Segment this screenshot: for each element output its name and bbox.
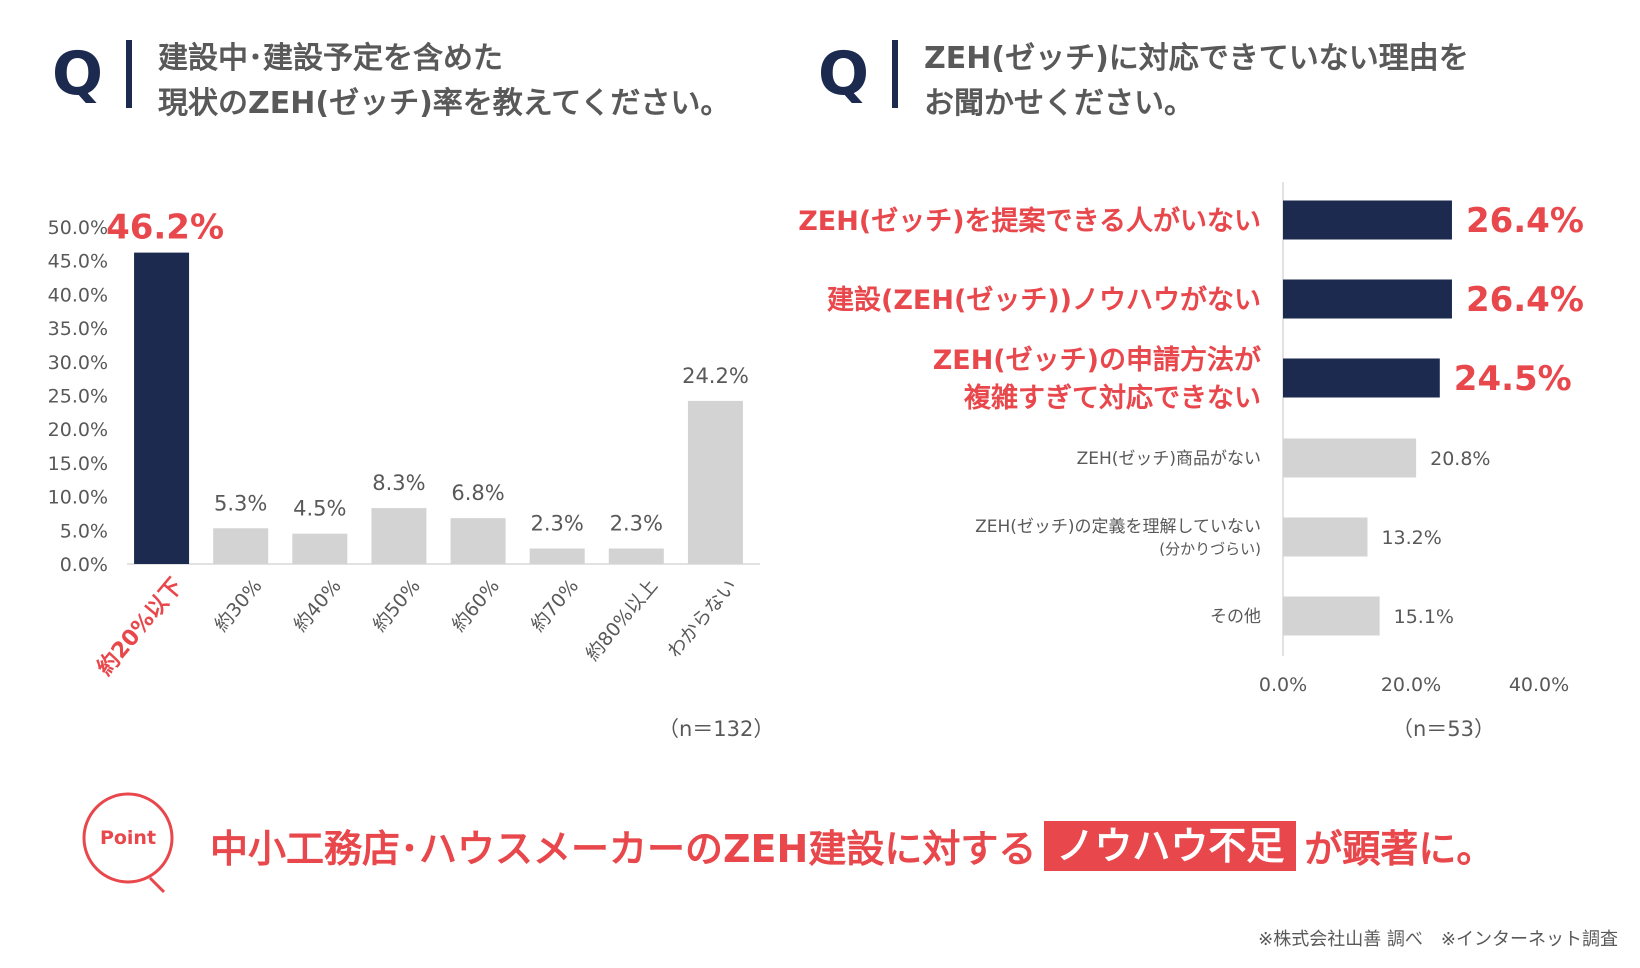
right-question-text: ZEH(ゼッチ)に対応できていない理由を お聞かせください。 — [924, 41, 1469, 121]
category-label: ZEH(ゼッチ)の定義を理解していない — [975, 517, 1261, 537]
data-label: 24.2% — [682, 364, 749, 388]
bar — [1283, 358, 1440, 398]
right-sample-size: （n＝53） — [1392, 717, 1496, 741]
bar — [1283, 596, 1380, 636]
conclusion-before: 中小工務店･ハウスメーカーのZEH建設に対する — [210, 827, 1037, 871]
source-note: ※株式会社山善 調べ ※インターネット調査 — [1258, 929, 1618, 950]
x-tick-label: 約70% — [527, 575, 583, 636]
bar — [213, 528, 269, 564]
data-label: 20.8% — [1430, 448, 1490, 470]
data-label: 15.1% — [1394, 606, 1454, 628]
data-label-highlight: 26.4% — [1466, 201, 1584, 241]
bar — [371, 508, 427, 564]
q-divider — [126, 40, 132, 108]
category-label: ZEH(ゼッチ)商品がない — [1077, 449, 1261, 469]
left-sample-size: （n＝132） — [658, 717, 775, 741]
data-label-highlight: 46.2% — [106, 208, 224, 248]
category-label-highlight: 複雑すぎて対応できない — [964, 382, 1261, 414]
bar — [134, 252, 190, 564]
x-tick-label: 約80%以上 — [582, 575, 663, 665]
y-tick-label: 0.0% — [60, 554, 108, 576]
bar — [1283, 517, 1368, 557]
left-question: Q 建設中･建設予定を含めた 現状のZEH(ゼッチ)率を教えてください。 — [52, 36, 730, 126]
data-label: 13.2% — [1381, 527, 1441, 549]
x-tick-label-highlight: 約20%以下 — [92, 573, 188, 681]
y-tick-label: 45.0% — [48, 251, 108, 273]
reasons-bar-chart: 26.4% ZEH(ゼッチ)を提案できる人がいない 26.4% 建設(ZEH(ゼッチ)… — [798, 182, 1584, 696]
data-label: 4.5% — [293, 497, 346, 521]
q-mark: Q — [818, 39, 870, 109]
bar — [292, 533, 348, 564]
y-tick-label: 15.0% — [48, 453, 108, 475]
conclusion-text: 中小工務店･ハウスメーカーのZEH建設に対する ノウハウ不足 が顕著に。 — [210, 818, 1494, 873]
data-label-highlight: 26.4% — [1466, 280, 1584, 320]
y-tick-label: 50.0% — [48, 217, 108, 239]
y-tick-label: 30.0% — [48, 352, 108, 374]
x-tick-label: 約30% — [210, 575, 266, 636]
bar — [608, 548, 664, 564]
data-label: 8.3% — [372, 471, 425, 495]
x-tick-label: 40.0% — [1509, 674, 1569, 696]
x-tick-label: 約50% — [369, 575, 425, 636]
x-tick-label: 約40% — [289, 575, 345, 636]
category-label-highlight: ZEH(ゼッチ)を提案できる人がいない — [798, 205, 1261, 237]
x-tick-label: わからない — [663, 575, 741, 662]
data-label: 2.3% — [531, 511, 584, 535]
bar — [529, 548, 585, 564]
conclusion-after: が顕著に。 — [1304, 827, 1495, 871]
q-divider — [892, 40, 898, 108]
bar — [1283, 438, 1417, 478]
right-question: Q ZEH(ゼッチ)に対応できていない理由を お聞かせください。 — [818, 36, 1469, 126]
data-label: 2.3% — [610, 511, 663, 535]
q-mark: Q — [52, 39, 104, 109]
conclusion-highlight: ノウハウ不足 — [1044, 820, 1297, 871]
category-label: (分かりづらい) — [1159, 540, 1261, 558]
left-question-text: 建設中･建設予定を含めた 現状のZEH(ゼッチ)率を教えてください。 — [158, 41, 731, 121]
category-label-highlight: 建設(ZEH(ゼッチ))ノウハウがない — [827, 284, 1261, 316]
x-tick-label: 20.0% — [1381, 674, 1441, 696]
y-tick-label: 40.0% — [48, 284, 108, 306]
y-tick-label: 5.0% — [60, 520, 108, 542]
point-label: Point — [99, 827, 157, 849]
category-label-highlight: ZEH(ゼッチ)の申請方法が — [933, 344, 1261, 376]
y-tick-label: 20.0% — [48, 419, 108, 441]
data-label: 6.8% — [451, 481, 504, 505]
category-label: その他 — [1210, 607, 1261, 627]
bar — [1283, 279, 1452, 319]
bar — [450, 518, 506, 564]
data-label-highlight: 24.5% — [1454, 359, 1572, 399]
x-tick-label: 0.0% — [1259, 674, 1307, 696]
zeh-rate-bar-chart: 0.0% 5.0% 10.0% 15.0% 20.0% 25.0% 30.0% 35.0% 40… — [48, 208, 760, 681]
y-tick-label: 25.0% — [48, 386, 108, 408]
y-tick-label: 10.0% — [48, 487, 108, 509]
bar — [1283, 200, 1452, 240]
bar — [687, 400, 743, 564]
y-tick-label: 35.0% — [48, 318, 108, 340]
x-tick-label: 約60% — [448, 575, 504, 636]
data-label: 5.3% — [214, 491, 267, 515]
point-badge: Point — [80, 790, 184, 894]
point-circle-icon — [82, 792, 174, 894]
